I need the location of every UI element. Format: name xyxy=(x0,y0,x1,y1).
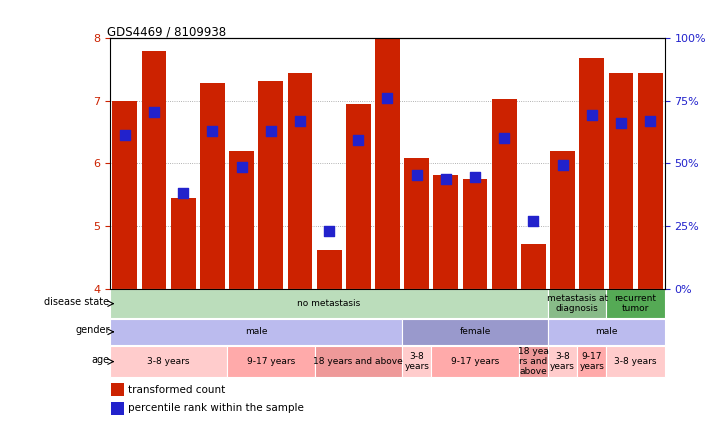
Bar xyxy=(609,73,634,289)
Text: no metastasis: no metastasis xyxy=(297,299,360,308)
Bar xyxy=(200,83,225,289)
Text: percentile rank within the sample: percentile rank within the sample xyxy=(128,403,304,413)
Bar xyxy=(463,179,488,289)
Text: 9-17
years: 9-17 years xyxy=(579,352,604,371)
Bar xyxy=(638,73,663,289)
Text: 9-17 years: 9-17 years xyxy=(451,357,499,366)
Point xyxy=(353,136,364,143)
Text: male: male xyxy=(595,327,618,336)
Bar xyxy=(606,289,665,318)
Bar xyxy=(110,346,227,377)
Bar xyxy=(346,104,370,289)
Text: 3-8 years: 3-8 years xyxy=(147,357,190,366)
Point xyxy=(265,127,277,134)
Bar xyxy=(519,346,548,377)
Bar xyxy=(171,198,196,289)
Bar xyxy=(258,81,283,289)
Bar xyxy=(227,346,314,377)
Point xyxy=(469,174,481,181)
Text: female: female xyxy=(459,327,491,336)
Bar xyxy=(577,346,606,377)
Text: 3-8
years: 3-8 years xyxy=(550,352,575,371)
Bar xyxy=(110,319,402,345)
Point xyxy=(557,161,568,168)
Bar xyxy=(432,346,519,377)
Point xyxy=(615,119,626,126)
Bar xyxy=(434,175,459,289)
Text: GDS4469 / 8109938: GDS4469 / 8109938 xyxy=(107,25,227,38)
Bar xyxy=(314,346,402,377)
Bar xyxy=(287,73,312,289)
Point xyxy=(149,109,160,115)
Bar xyxy=(405,158,429,289)
Bar xyxy=(579,58,604,289)
Text: recurrent
tumor: recurrent tumor xyxy=(614,294,656,313)
Point xyxy=(324,228,335,234)
Bar xyxy=(110,289,548,318)
Bar xyxy=(375,38,400,289)
Point xyxy=(644,118,656,124)
Text: metastasis at
diagnosis: metastasis at diagnosis xyxy=(547,294,608,313)
Bar xyxy=(112,101,137,289)
Bar xyxy=(402,346,432,377)
Point xyxy=(236,163,247,170)
Point xyxy=(382,94,393,101)
Point xyxy=(528,218,539,225)
Text: male: male xyxy=(245,327,267,336)
Text: 9-17 years: 9-17 years xyxy=(247,357,295,366)
Text: 18 years and above: 18 years and above xyxy=(314,357,403,366)
Point xyxy=(119,132,131,139)
Bar xyxy=(492,99,517,289)
Bar xyxy=(316,250,341,289)
Bar xyxy=(141,51,166,289)
Bar xyxy=(548,319,665,345)
Bar xyxy=(521,244,546,289)
Point xyxy=(411,171,422,178)
Text: gender: gender xyxy=(75,325,109,335)
Bar xyxy=(606,346,665,377)
Text: 3-8
years: 3-8 years xyxy=(405,352,429,371)
Bar xyxy=(548,289,606,318)
Bar xyxy=(550,151,575,289)
Point xyxy=(207,127,218,134)
Text: disease state: disease state xyxy=(45,297,109,307)
Point xyxy=(178,190,189,197)
Point xyxy=(294,118,306,124)
Bar xyxy=(112,402,124,415)
Point xyxy=(586,111,597,118)
Point xyxy=(498,135,510,142)
Text: age: age xyxy=(92,355,109,365)
Text: 3-8 years: 3-8 years xyxy=(614,357,657,366)
Bar xyxy=(112,383,124,396)
Text: 18 yea
rs and
above: 18 yea rs and above xyxy=(518,347,549,376)
Text: transformed count: transformed count xyxy=(128,385,225,395)
Bar xyxy=(548,346,577,377)
Point xyxy=(440,176,451,182)
Bar xyxy=(229,151,254,289)
Bar xyxy=(402,319,548,345)
